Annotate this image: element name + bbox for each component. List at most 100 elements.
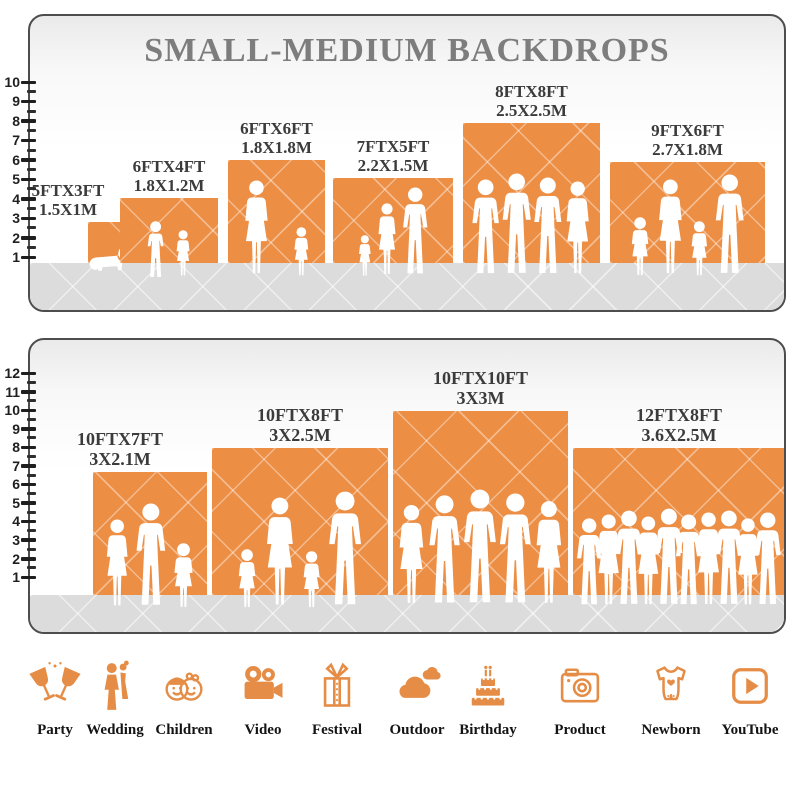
ruler-number: 2 [12,229,20,246]
ruler-number: 6 [12,476,20,493]
birthday-icon [471,665,505,706]
ruler-number: 3 [12,531,20,548]
backdrop-size-label: 10FTX10FT 3X3M [433,368,528,408]
wedding-icon [104,660,129,710]
category-birthday: Birthday [443,660,533,739]
ruler-number: 11 [5,383,20,400]
category-children: Children [139,660,229,739]
ruler-number: 9 [12,93,20,110]
size-ft-text: 6FTX4FT [132,156,206,176]
category-product: Product [535,660,625,739]
size-ft-text: 10FTX8FT [256,404,344,425]
category-party: Party [10,660,100,739]
category-label: Video [244,722,282,738]
panel-large: 10FTX7FT 3X2.1M 10FTX8FT 3X2.5M 10FTX10F… [28,338,786,634]
ruler-number: 4 [12,513,20,530]
backdrop-size-label: 6FTX6FT 1.8X1.8M [240,119,313,157]
ruler-number: 5 [12,494,20,511]
size-ft-text: 12FTX8FT [635,404,723,425]
size-m-text: 1.5X1M [38,199,98,219]
category-festival: Festival [292,660,382,739]
category-label: Wedding [86,722,144,738]
category-label: YouTube [721,722,779,738]
backdrop-10ftx8ft: 10FTX8FT 3X2.5M [212,405,388,608]
category-label: Children [155,722,213,738]
newborn-icon [656,666,686,701]
youtube-icon [732,668,768,704]
size-ft-text: 7FTX5FT [356,136,430,156]
category-wedding: Wedding [70,660,160,739]
backdrop-canvas [93,472,207,595]
ruler-number: 8 [12,439,20,456]
ruler-number: 5 [12,171,20,188]
backdrop-12ftx8ft: 12FTX8FT 3.6X2.5M [573,405,784,605]
category-video: Video [218,660,308,739]
ruler-number: 4 [12,190,20,207]
ruler-number: 8 [12,112,20,129]
backdrop-size-label: 7FTX5FT 2.2X1.5M [357,137,430,175]
floor-strip [30,263,784,310]
ruler-number: 2 [12,550,20,567]
size-ft-text: 9FTX6FT [651,120,724,140]
category-youtube: YouTube [705,660,795,739]
backdrop-6ftx6ft: 6FTX6FT 1.8X1.8M [228,119,325,276]
category-newborn: Newborn [626,660,716,739]
backdrop-canvas [212,448,388,595]
ruler-number: 12 [4,365,20,381]
backdrop-canvas [463,123,600,263]
backdrop-canvas [120,198,218,263]
ruler-number: 9 [12,420,20,437]
page-title: SMALL-MEDIUM BACKDROPS [144,32,670,69]
festival-icon [323,662,351,707]
backdrop-canvas [573,448,784,595]
size-m-text: 3X2.5M [269,424,331,445]
size-ft-text: 5FTX3FT [31,180,105,200]
category-label: Party [37,722,73,738]
backdrop-canvas [333,178,453,263]
backdrop-canvas [393,411,568,595]
backdrop-10ftx10ft: 10FTX10FT 3X3M [393,368,568,603]
size-m-text: 2.5X2.5M [496,100,567,120]
floor-strip [30,595,784,632]
ruler-number: 6 [12,151,20,168]
category-label: Newborn [641,722,701,738]
category-label: Birthday [459,722,517,738]
backdrop-9ftx6ft: 9FTX6FT 2.7X1.8M [610,121,765,276]
size-ft-text: 6FTX6FT [240,118,313,138]
size-m-text: 1.8X1.2M [133,175,205,195]
category-outdoor: Outdoor [372,660,462,739]
backdrop-size-label: 5FTX3FT 1.5X1M [32,181,105,219]
size-m-text: 3.6X2.5M [641,424,717,445]
video-icon [244,665,283,699]
backdrop-6ftx4ft: 6FTX4FT 1.8X1.2M [120,157,218,277]
backdrop-size-label: 12FTX8FT 3.6X2.5M [636,405,722,445]
size-m-text: 1.8X1.8M [241,137,312,157]
panel-small-medium: SMALL-MEDIUM BACKDROPS 5FTX3FT 1.5X1M 6F… [28,14,786,312]
backdrop-size-label: 10FTX8FT 3X2.5M [257,405,343,445]
backdrop-8ftx8ft: 8FTX8FT 2.5X2.5M [463,82,600,274]
ruler-number: 10 [4,74,20,90]
backdrop-size-label: 6FTX4FT 1.8X1.2M [133,157,206,195]
size-ft-text: 8FTX8FT [495,81,568,101]
size-ft-text: 10FTX7FT [76,428,164,449]
ruler-number: 1 [12,249,20,266]
party-icon [29,662,81,701]
size-m-text: 2.2X1.5M [357,155,429,175]
category-label: Festival [312,722,362,738]
outdoor-icon [399,667,441,698]
size-m-text: 3X3M [456,387,505,408]
backdrop-size-label: 10FTX7FT 3X2.1M [77,429,163,469]
backdrop-canvas [228,160,325,263]
backdrop-7ftx5ft: 7FTX5FT 2.2X1.5M [333,137,453,276]
product-icon [560,668,600,703]
backdrop-10ftx7ft: 10FTX7FT 3X2.1M [77,429,207,607]
ruler-number: 1 [12,569,20,586]
size-m-text: 2.7X1.8M [652,139,723,159]
size-ft-text: 10FTX10FT [432,367,529,388]
backdrop-size-label: 8FTX8FT 2.5X2.5M [495,82,568,120]
category-legend: Party Wedding [0,660,800,760]
category-label: Outdoor [389,722,445,738]
ruler-number: 7 [12,457,20,474]
backdrop-canvas [610,162,765,263]
